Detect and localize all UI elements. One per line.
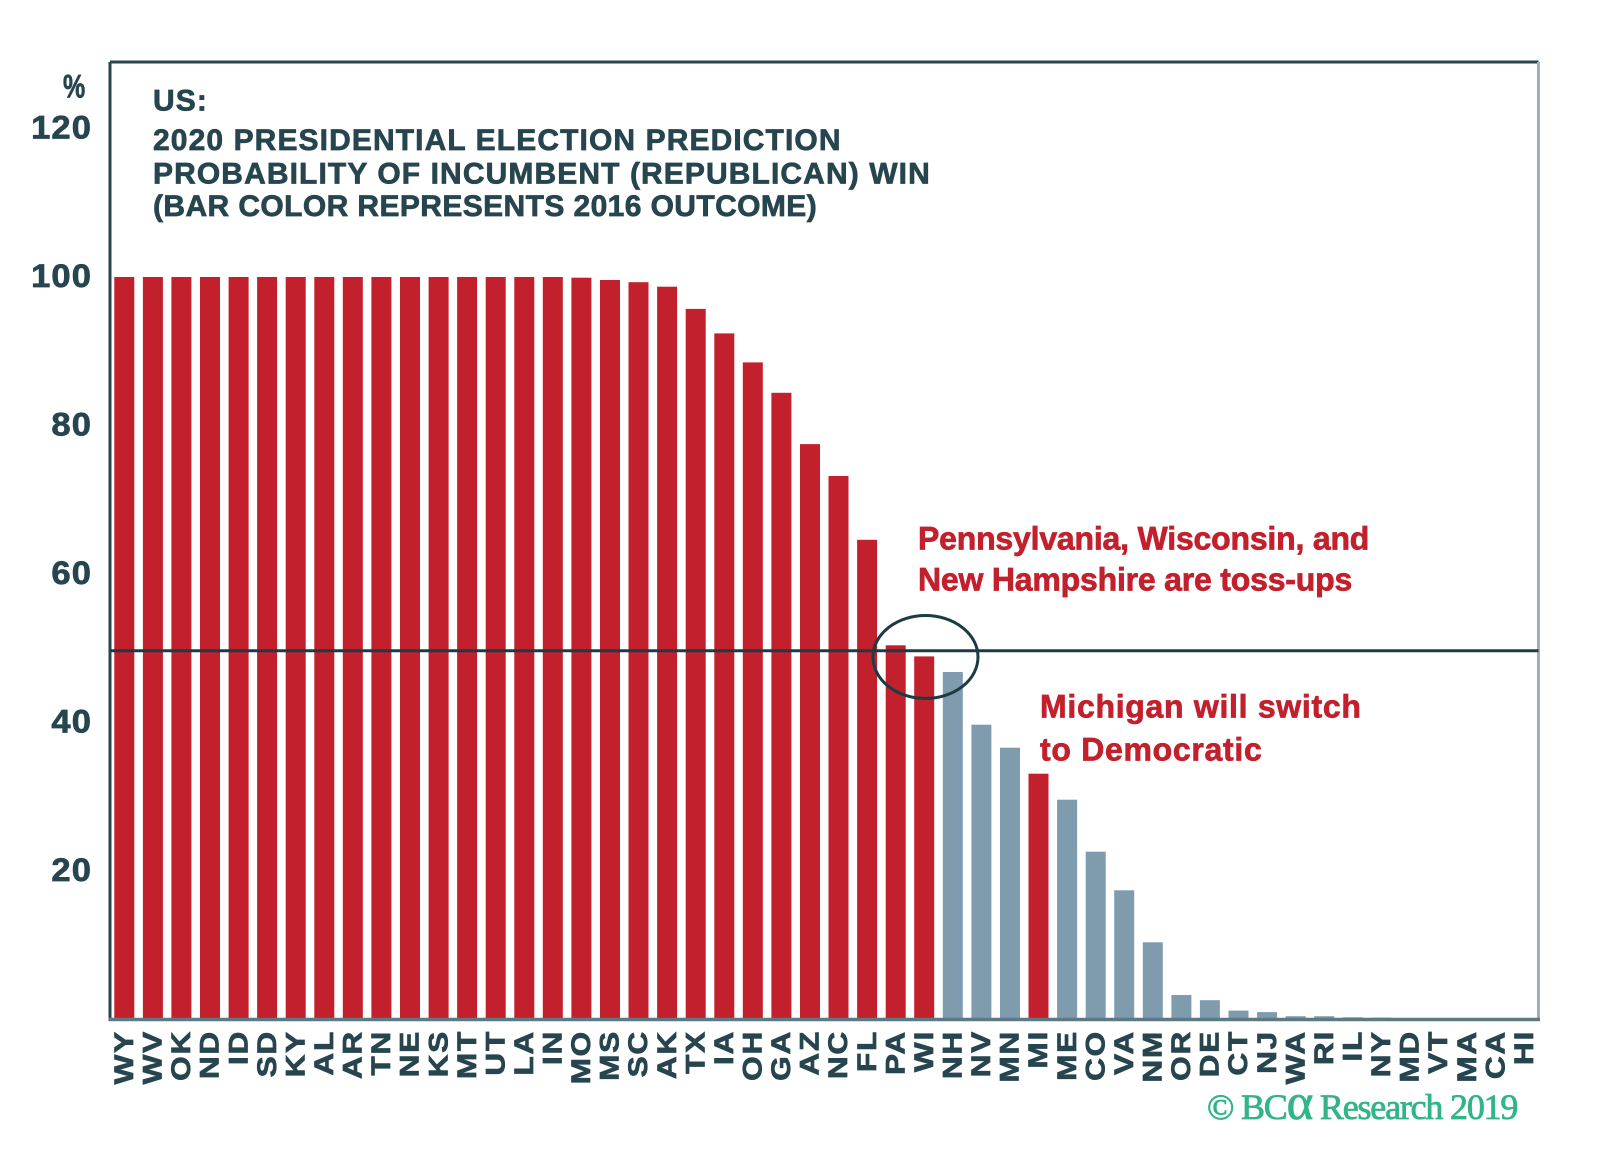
svg-text:DE: DE bbox=[1195, 1030, 1225, 1077]
svg-text:MS: MS bbox=[595, 1030, 625, 1081]
svg-text:100: 100 bbox=[31, 259, 92, 295]
svg-text:NE: NE bbox=[395, 1030, 425, 1077]
svg-text:MI: MI bbox=[1023, 1030, 1053, 1069]
svg-text:MA: MA bbox=[1452, 1030, 1482, 1083]
svg-text:VA: VA bbox=[1109, 1030, 1139, 1075]
svg-text:AR: AR bbox=[338, 1030, 368, 1079]
svg-text:to Democratic: to Democratic bbox=[1040, 732, 1263, 768]
svg-text:IL: IL bbox=[1338, 1030, 1368, 1062]
svg-text:NC: NC bbox=[823, 1030, 853, 1079]
svg-text:MN: MN bbox=[995, 1030, 1025, 1083]
svg-text:US:: US: bbox=[153, 85, 208, 118]
svg-text:AL: AL bbox=[309, 1030, 339, 1076]
svg-text:120: 120 bbox=[31, 111, 92, 147]
svg-text:%: % bbox=[63, 70, 86, 106]
svg-text:KS: KS bbox=[423, 1030, 453, 1077]
svg-text:CA: CA bbox=[1480, 1030, 1510, 1079]
svg-text:NH: NH bbox=[938, 1030, 968, 1079]
svg-text:WY: WY bbox=[109, 1030, 139, 1084]
svg-text:MO: MO bbox=[566, 1030, 596, 1084]
svg-text:(BAR COLOR REPRESENTS 2016 OUT: (BAR COLOR REPRESENTS 2016 OUTCOME) bbox=[153, 190, 817, 223]
svg-text:SD: SD bbox=[252, 1030, 282, 1077]
svg-text:MT: MT bbox=[452, 1030, 482, 1079]
svg-text:ME: ME bbox=[1052, 1030, 1082, 1081]
svg-text:CO: CO bbox=[1081, 1030, 1111, 1081]
svg-text:NJ: NJ bbox=[1252, 1030, 1282, 1074]
svg-text:LA: LA bbox=[509, 1030, 539, 1076]
svg-text:80: 80 bbox=[51, 408, 92, 444]
svg-text:GA: GA bbox=[766, 1030, 796, 1081]
svg-text:HI: HI bbox=[1509, 1030, 1539, 1065]
svg-text:Pennsylvania, Wisconsin, and: Pennsylvania, Wisconsin, and bbox=[918, 521, 1369, 557]
svg-text:ID: ID bbox=[223, 1030, 253, 1065]
svg-text:2020 PRESIDENTIAL ELECTION PRE: 2020 PRESIDENTIAL ELECTION PREDICTION bbox=[153, 124, 842, 157]
svg-text:New Hampshire are toss-ups: New Hampshire are toss-ups bbox=[918, 562, 1352, 598]
svg-text:TN: TN bbox=[366, 1030, 396, 1076]
svg-text:60: 60 bbox=[51, 556, 92, 592]
svg-text:IN: IN bbox=[538, 1030, 568, 1065]
svg-text:NV: NV bbox=[966, 1030, 996, 1077]
svg-text:Michigan will switch: Michigan will switch bbox=[1040, 689, 1362, 725]
svg-text:AZ: AZ bbox=[795, 1030, 825, 1076]
svg-text:TX: TX bbox=[681, 1030, 711, 1074]
svg-text:CT: CT bbox=[1223, 1030, 1253, 1076]
svg-text:PROBABILITY OF INCUMBENT (REPU: PROBABILITY OF INCUMBENT (REPUBLICAN) WI… bbox=[153, 158, 931, 191]
svg-text:KY: KY bbox=[281, 1030, 311, 1077]
svg-text:VT: VT bbox=[1423, 1030, 1453, 1074]
svg-text:ND: ND bbox=[195, 1030, 225, 1079]
svg-text:OK: OK bbox=[166, 1030, 196, 1081]
svg-text:WA: WA bbox=[1281, 1030, 1311, 1084]
svg-text:OH: OH bbox=[738, 1030, 768, 1081]
svg-text:WI: WI bbox=[909, 1030, 939, 1072]
svg-text:NY: NY bbox=[1366, 1030, 1396, 1077]
svg-text:PA: PA bbox=[881, 1030, 911, 1075]
svg-text:SC: SC bbox=[623, 1030, 653, 1077]
svg-text:NM: NM bbox=[1138, 1030, 1168, 1083]
svg-text:MD: MD bbox=[1395, 1030, 1425, 1083]
svg-text:FL: FL bbox=[852, 1030, 882, 1072]
svg-text:40: 40 bbox=[51, 705, 92, 741]
svg-text:IA: IA bbox=[709, 1030, 739, 1065]
svg-text:OR: OR bbox=[1166, 1030, 1196, 1081]
svg-text:20: 20 bbox=[51, 853, 92, 889]
svg-text:UT: UT bbox=[481, 1030, 511, 1076]
svg-text:WV: WV bbox=[138, 1030, 168, 1084]
svg-text:RI: RI bbox=[1309, 1030, 1339, 1065]
svg-text:AK: AK bbox=[652, 1030, 682, 1079]
